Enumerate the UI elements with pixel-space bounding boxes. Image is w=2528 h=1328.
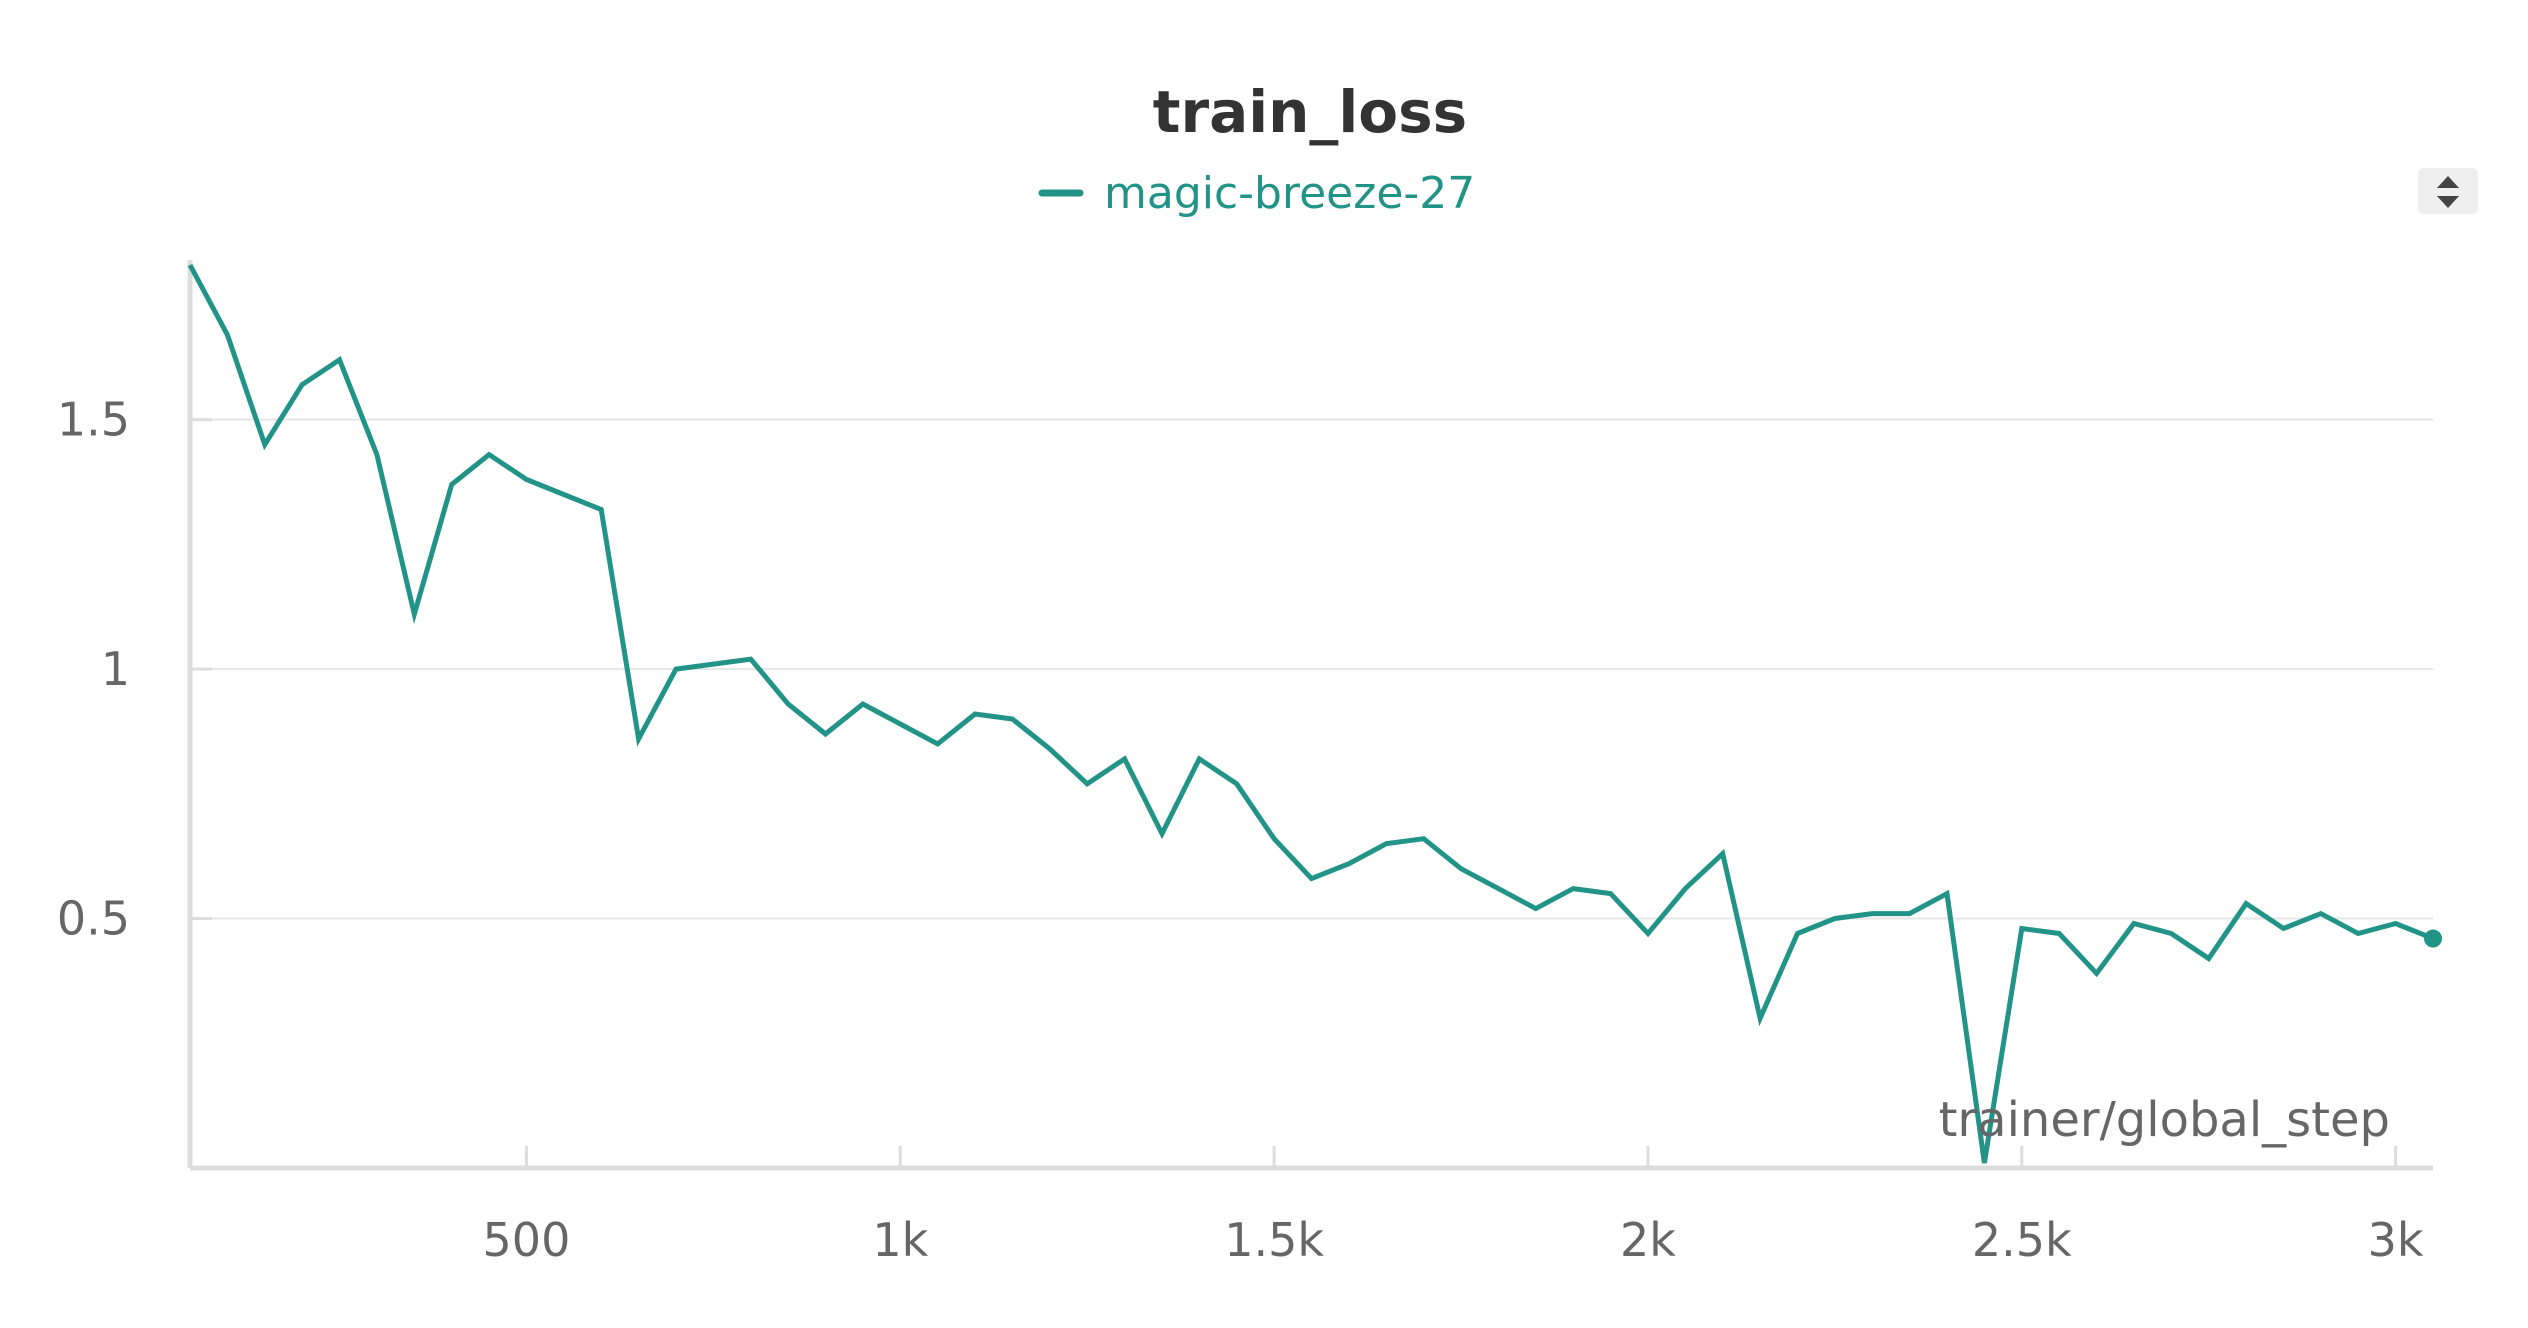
data-point-42 xyxy=(1757,1015,1763,1021)
data-point-47 xyxy=(1944,891,1950,897)
data-point-46 xyxy=(1907,911,1913,917)
data-point-24 xyxy=(1084,781,1090,787)
x-tick-label-4: 2.5k xyxy=(1972,1213,2072,1267)
data-point-0 xyxy=(187,262,193,268)
x-tick-label-5: 3k xyxy=(2368,1213,2424,1267)
data-point-16 xyxy=(785,701,791,707)
data-point-12 xyxy=(636,736,642,742)
grid-lines xyxy=(190,418,2433,920)
data-point-39 xyxy=(1645,931,1651,937)
sort-up-icon xyxy=(2437,176,2459,188)
data-point-3 xyxy=(299,382,305,388)
data-point-45 xyxy=(1869,911,1875,917)
data-point-17 xyxy=(823,731,829,737)
x-tick-label-2: 1.5k xyxy=(1224,1213,1324,1267)
data-point-34 xyxy=(1458,866,1464,872)
data-point-25 xyxy=(1122,756,1128,762)
data-point-10 xyxy=(561,491,567,497)
x-axis-ticks: 500 1k 1.5k 2k 2.5k 3k xyxy=(483,1146,2424,1267)
data-point-43 xyxy=(1794,931,1800,937)
data-point-41 xyxy=(1720,851,1726,857)
data-point-32 xyxy=(1383,841,1389,847)
data-point-8 xyxy=(486,452,492,458)
series-layer xyxy=(187,262,2442,1166)
data-point-14 xyxy=(710,661,716,667)
data-point-1 xyxy=(224,332,230,338)
chart-title: train_loss xyxy=(1153,78,1467,146)
data-point-15 xyxy=(748,656,754,662)
data-point-13 xyxy=(673,666,679,672)
data-point-29 xyxy=(1271,836,1277,842)
data-point-5 xyxy=(374,452,380,458)
data-point-7 xyxy=(449,482,455,488)
data-point-4 xyxy=(337,357,343,363)
data-point-52 xyxy=(2131,921,2137,927)
data-point-21 xyxy=(972,711,978,717)
data-point-20 xyxy=(935,741,941,747)
data-point-33 xyxy=(1421,836,1427,842)
sort-toggle-button[interactable] xyxy=(2418,168,2478,214)
data-point-38 xyxy=(1608,891,1614,897)
data-point-28 xyxy=(1234,781,1240,787)
data-point-19 xyxy=(897,721,903,727)
data-point-60 xyxy=(2424,929,2442,948)
axes xyxy=(187,260,2433,1171)
x-tick-label-1: 1k xyxy=(872,1213,928,1267)
data-point-37 xyxy=(1570,886,1576,892)
data-point-11 xyxy=(598,506,604,512)
data-point-36 xyxy=(1533,906,1539,912)
data-point-27 xyxy=(1196,756,1202,762)
data-point-50 xyxy=(2056,931,2062,937)
sort-toggle-background xyxy=(2418,168,2478,214)
data-point-48 xyxy=(1981,1160,1987,1166)
y-tick-label-1: 1 xyxy=(101,642,130,696)
legend: magic-breeze-27 xyxy=(1038,168,1475,219)
data-point-58 xyxy=(2355,931,2361,937)
data-point-6 xyxy=(411,611,417,617)
data-point-2 xyxy=(262,442,268,448)
data-point-35 xyxy=(1495,886,1501,892)
y-axis-ticks: 0.5 1 1.5 xyxy=(57,393,212,946)
data-point-40 xyxy=(1682,886,1688,892)
data-point-51 xyxy=(2094,970,2100,976)
data-point-57 xyxy=(2318,911,2324,917)
legend-label-magic-breeze-27: magic-breeze-27 xyxy=(1104,168,1475,219)
y-tick-label-0: 0.5 xyxy=(57,892,130,946)
data-point-9 xyxy=(523,477,529,483)
sort-down-icon xyxy=(2437,196,2459,208)
data-point-53 xyxy=(2168,931,2174,937)
data-point-59 xyxy=(2393,921,2399,927)
y-tick-label-2: 1.5 xyxy=(57,393,130,447)
data-point-56 xyxy=(2280,926,2286,932)
data-point-23 xyxy=(1047,746,1053,752)
x-tick-label-3: 2k xyxy=(1620,1213,1676,1267)
data-point-18 xyxy=(860,701,866,707)
data-point-49 xyxy=(2019,926,2025,932)
data-point-22 xyxy=(1009,716,1015,722)
data-point-55 xyxy=(2243,901,2249,907)
series-line-0 xyxy=(187,263,2434,1164)
x-axis-label: trainer/global_step xyxy=(1939,1092,2390,1148)
data-point-31 xyxy=(1346,861,1352,867)
data-point-54 xyxy=(2206,955,2212,961)
data-point-30 xyxy=(1309,876,1315,882)
data-point-26 xyxy=(1159,831,1165,837)
x-tick-label-0: 500 xyxy=(483,1213,571,1267)
data-point-44 xyxy=(1832,916,1838,922)
